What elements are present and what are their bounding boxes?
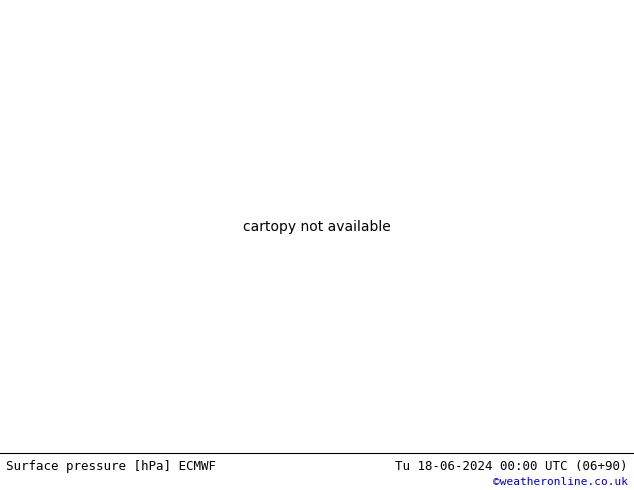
Text: Surface pressure [hPa] ECMWF: Surface pressure [hPa] ECMWF — [6, 460, 216, 473]
Text: cartopy not available: cartopy not available — [243, 220, 391, 234]
Text: ©weatheronline.co.uk: ©weatheronline.co.uk — [493, 477, 628, 487]
Text: Tu 18-06-2024 00:00 UTC (06+90): Tu 18-06-2024 00:00 UTC (06+90) — [395, 460, 628, 473]
